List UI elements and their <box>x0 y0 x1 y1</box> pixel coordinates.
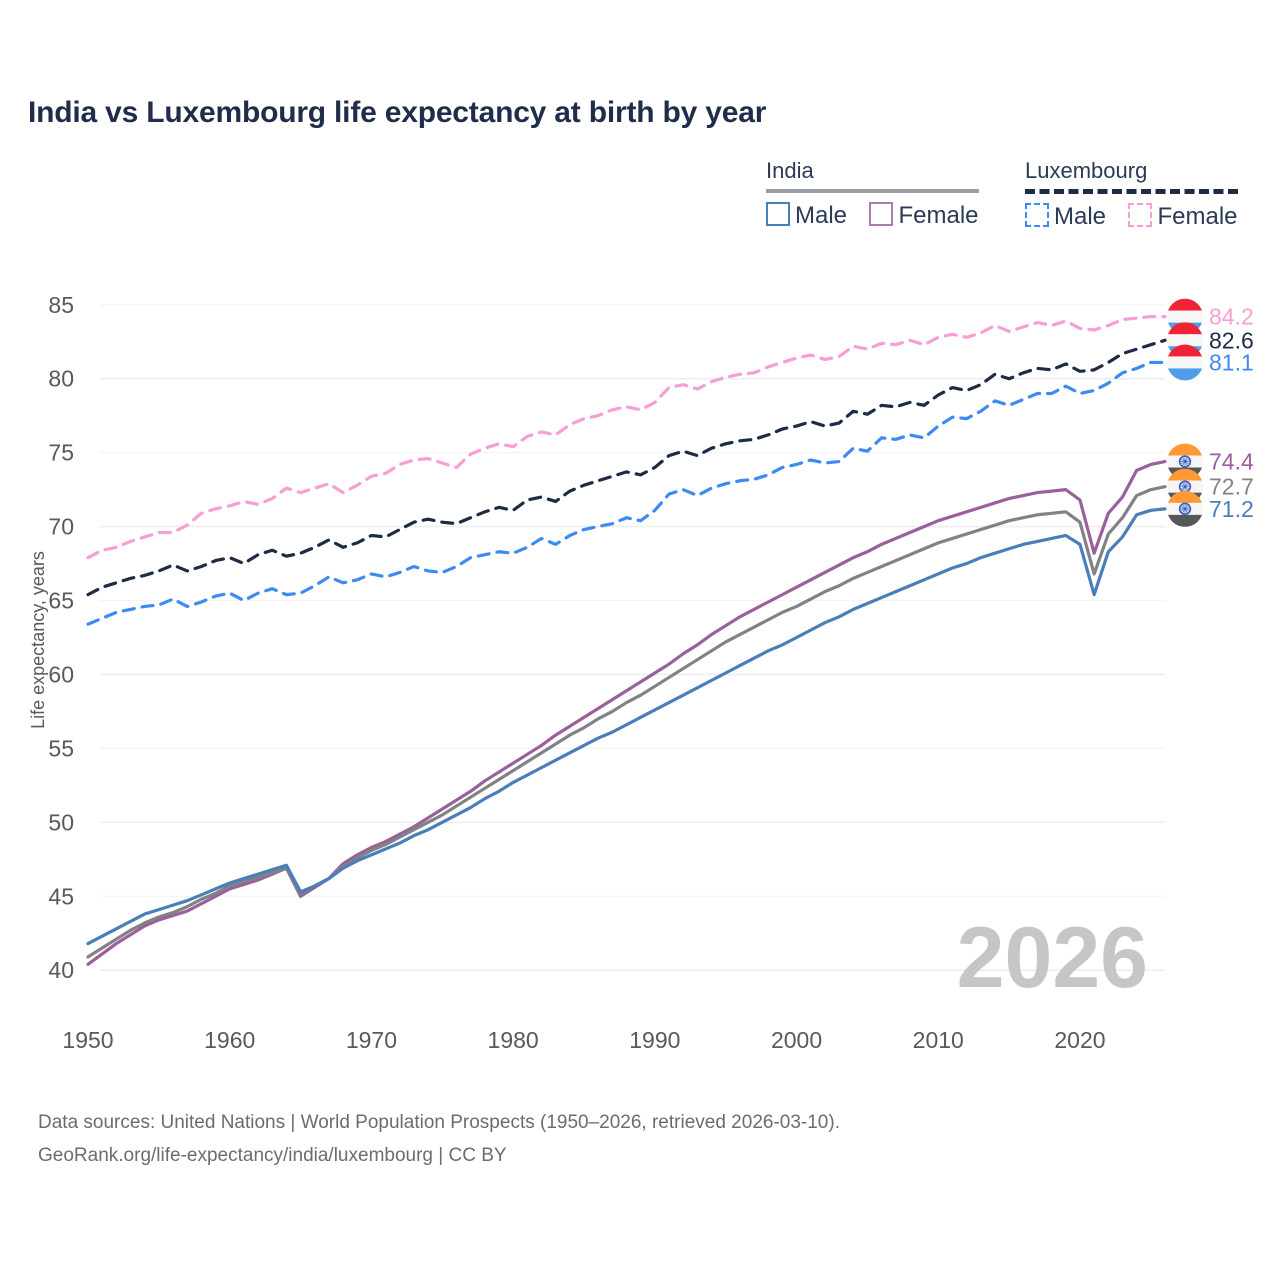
x-tick-label: 1960 <box>204 1027 255 1053</box>
legend-rule-india-solid <box>766 189 979 193</box>
flag-icon-india <box>1167 490 1203 527</box>
y-tick-label: 50 <box>48 809 74 835</box>
end-value-label: 84.2 <box>1209 304 1254 330</box>
y-tick-label: 60 <box>48 661 74 687</box>
series-line-luxembourg-male <box>86 360 1167 626</box>
y-tick-label: 80 <box>48 366 74 392</box>
y-tick-label: 45 <box>48 883 74 909</box>
y-axis-title: Life expectancy, years <box>28 551 48 729</box>
y-tick-label: 85 <box>48 292 74 318</box>
chart-gridlines <box>100 304 1165 972</box>
end-marker-luxembourg-male: 81.1 <box>1167 344 1254 381</box>
end-value-label: 81.1 <box>1209 349 1254 375</box>
x-tick-label: 1980 <box>488 1027 539 1053</box>
x-tick-label: 1950 <box>62 1027 113 1053</box>
chart-footer: Data sources: United Nations | World Pop… <box>38 1106 1238 1173</box>
legend-label-luxembourg-female: Female <box>1157 203 1238 230</box>
legend-swatch-india-female <box>869 202 894 226</box>
series-line-india-total <box>86 485 1167 959</box>
x-tick-label: 2020 <box>1054 1027 1105 1053</box>
footer-attribution: GeoRank.org/life-expectancy/india/luxemb… <box>38 1145 507 1167</box>
x-tick-label: 1990 <box>629 1027 680 1053</box>
legend-label-india-male: Male <box>795 202 848 229</box>
legend-group-luxembourg: Luxembourg Male Female <box>1025 158 1238 231</box>
legend-label-india-female: Female <box>898 202 979 229</box>
end-value-label: 71.2 <box>1209 496 1254 522</box>
y-axis-ticks: 40 45 50 55 60 65 70 75 80 85 <box>48 292 74 983</box>
legend-country-india: India <box>766 158 814 183</box>
series-line-india-male <box>86 507 1167 946</box>
legend-group-india: India Male Female <box>766 158 979 230</box>
legend-item-india-female[interactable]: Female <box>869 202 979 230</box>
end-value-label: 72.7 <box>1209 474 1254 500</box>
x-tick-label: 1970 <box>346 1027 397 1053</box>
legend-item-india-male[interactable]: Male <box>766 202 847 230</box>
y-tick-label: 75 <box>48 440 74 466</box>
end-marker-luxembourg-female: 84.2 <box>1167 298 1254 335</box>
legend-rule-luxembourg-dashed <box>1025 189 1238 194</box>
y-tick-label: 40 <box>48 957 74 983</box>
legend-country-luxembourg: Luxembourg <box>1025 158 1148 183</box>
end-marker-india-male: 71.2 <box>1167 490 1254 527</box>
legend-swatch-luxembourg-female <box>1128 203 1153 227</box>
legend-swatch-india-male <box>766 202 790 226</box>
legend-swatch-luxembourg-male <box>1025 203 1049 227</box>
legend-item-luxembourg-male[interactable]: Male <box>1025 203 1106 231</box>
legend-label-luxembourg-male: Male <box>1054 203 1107 230</box>
y-tick-label: 65 <box>48 588 74 614</box>
end-value-label: 82.6 <box>1209 327 1254 353</box>
y-tick-label: 55 <box>48 735 74 761</box>
y-tick-label: 70 <box>48 514 74 540</box>
page-title: India vs Luxembourg life expectancy at b… <box>28 96 767 129</box>
footer-data-sources: Data sources: United Nations | World Pop… <box>38 1112 840 1133</box>
series-line-luxembourg-female <box>86 315 1167 560</box>
end-value-label: 74.4 <box>1209 449 1254 475</box>
x-tick-label: 2010 <box>913 1027 964 1053</box>
legend-item-luxembourg-female[interactable]: Female <box>1128 203 1238 231</box>
x-axis-ticks: 1950 1960 1970 1980 1990 2000 2010 2020 <box>62 1027 1105 1053</box>
year-watermark: 2026 <box>957 910 1148 1006</box>
x-tick-label: 2000 <box>771 1027 822 1053</box>
flag-icon-luxembourg <box>1167 344 1203 381</box>
chart-series-group <box>86 315 1167 966</box>
series-line-luxembourg-total <box>86 338 1167 597</box>
series-line-india-female <box>86 459 1167 966</box>
series-end-markers: 84.282.681.1 74.472.771.2 <box>1167 298 1254 527</box>
chart-legend: India Male Female Luxembourg Male Female <box>0 158 1280 238</box>
